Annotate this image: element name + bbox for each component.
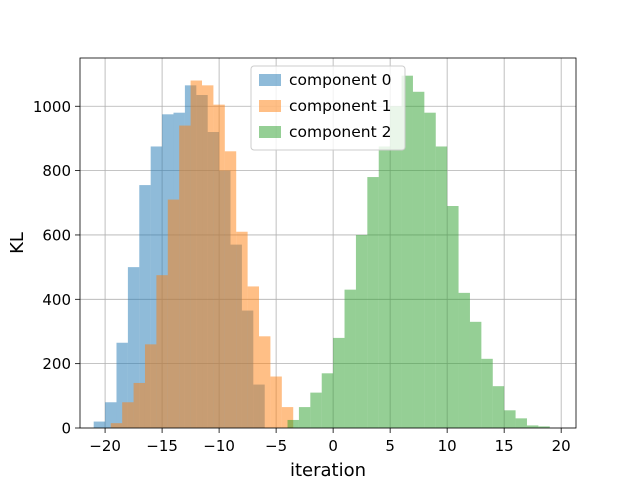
histogram-bar [105, 402, 117, 428]
axes-frame [79, 57, 577, 429]
legend-swatch [259, 100, 281, 112]
histogram-bar [321, 373, 334, 428]
histogram-bar [492, 386, 505, 428]
histogram-bar [213, 104, 225, 429]
y-tick-label: 1000 [33, 98, 71, 116]
legend-box [250, 65, 406, 151]
histogram-bar [236, 231, 248, 428]
histogram-bar [344, 289, 356, 428]
histogram-bar [447, 206, 459, 428]
histogram-bar [144, 344, 157, 428]
histogram-bar [224, 151, 237, 428]
legend-swatch [259, 74, 281, 86]
histogram-bar [110, 423, 123, 428]
y-axis-label: KL [7, 232, 28, 254]
histogram-bar [116, 342, 128, 428]
x-tick-label: 5 [385, 437, 395, 455]
histogram-bar [93, 421, 106, 428]
histogram-bar [378, 146, 391, 428]
histogram-bar [139, 185, 151, 428]
histogram-bar [179, 125, 191, 428]
series-2 [287, 75, 550, 429]
histogram-bar [469, 321, 482, 428]
histogram-bar [298, 407, 311, 428]
x-tick-label: 15 [495, 437, 514, 455]
legend: component 0 component 1 component 2 [250, 65, 406, 151]
histogram-bar [412, 91, 425, 429]
histogram-bar [287, 419, 299, 428]
x-tick-label: −15 [146, 437, 178, 455]
legend-label: component 2 [289, 123, 391, 141]
histogram-bar [526, 425, 539, 428]
x-tick-label: −10 [203, 437, 235, 455]
legend-label: component 1 [289, 97, 391, 115]
histogram-bar [190, 80, 203, 429]
series-1 [110, 80, 294, 429]
x-axis-label: iteration [290, 460, 366, 480]
histogram-bar [538, 426, 550, 428]
y-tick-label: 600 [42, 226, 71, 244]
histogram-bar [333, 337, 345, 428]
histogram-bar [401, 75, 413, 429]
histogram-bar [481, 358, 493, 428]
histogram-bar [133, 382, 145, 428]
histogram-bar [247, 286, 260, 428]
legend-label: component 0 [289, 71, 391, 89]
histogram-bar [127, 267, 140, 428]
histogram-bar [270, 376, 282, 428]
histogram-bar [390, 106, 402, 429]
histogram-bar [122, 402, 134, 428]
histogram-bar [310, 392, 322, 428]
x-tick-label: −20 [89, 437, 121, 455]
x-tick-label: 10 [438, 437, 457, 455]
histogram-bar [167, 199, 180, 428]
x-tick-label: −5 [265, 437, 287, 455]
y-tick-label: 200 [42, 355, 71, 373]
legend-swatch [259, 126, 281, 138]
histogram-bar [202, 85, 214, 428]
histogram-bar [259, 336, 271, 428]
histogram-bar [281, 407, 294, 428]
histogram-bar [156, 275, 168, 428]
plot-frame [79, 57, 577, 429]
y-tick-label: 800 [42, 162, 71, 180]
histogram-bar [367, 177, 379, 428]
histogram-bar [504, 410, 516, 428]
x-tick-label: 20 [552, 437, 571, 455]
histogram-bar [424, 112, 436, 429]
y-tick-label: 400 [42, 291, 71, 309]
histogram-bars [93, 75, 550, 429]
histogram-bar [435, 146, 448, 428]
y-tick-label: 0 [61, 420, 71, 438]
x-tick-label: 0 [328, 437, 338, 455]
histogram-bar [458, 292, 470, 428]
histogram-bar [355, 234, 368, 428]
histogram-bar [515, 418, 527, 428]
